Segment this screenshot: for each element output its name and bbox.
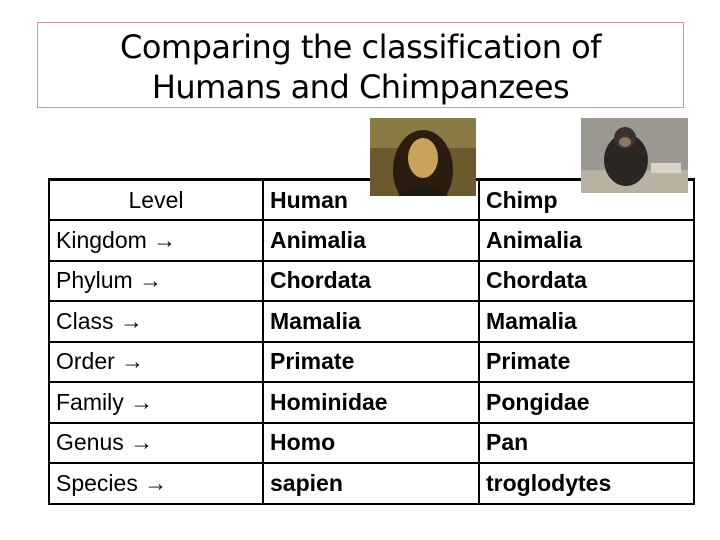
log [651, 163, 681, 173]
table-cell: Kingdom → [48, 219, 264, 262]
table-cell: Chordata [262, 259, 480, 302]
table-row: Kingdom → Animalia Animalia [48, 219, 695, 262]
title-line: Humans and Chimpanzees [151, 68, 570, 106]
human-picture [370, 118, 476, 196]
table-cell: Class → [48, 300, 264, 343]
table-cell: Phylum → [48, 259, 264, 302]
chimp-picture [581, 118, 688, 193]
table-cell: Animalia [478, 219, 695, 262]
table-row: Order → Primate Primate [48, 340, 695, 383]
table-cell: Family → [48, 381, 264, 424]
table-row: Genus → Homo Pan [48, 421, 695, 464]
table-row: Family → Hominidae Pongidae [48, 381, 695, 424]
table-cell: troglodytes [478, 462, 695, 505]
table-row: Phylum → Chordata Chordata [48, 259, 695, 302]
table-cell: Order → [48, 340, 264, 383]
chimp-body [604, 134, 648, 186]
chimp-face [619, 137, 631, 147]
title-line: Comparing the classification of [119, 28, 602, 66]
table-cell: Hominidae [262, 381, 480, 424]
table-cell: Primate [262, 340, 480, 383]
table-cell: Species → [48, 462, 264, 505]
classification-table: Level Human Chimp Kingdom → Animalia Animalia… [48, 178, 695, 505]
table-cell: Level [48, 178, 264, 221]
table-cell: Pan [478, 421, 695, 464]
table-cell: Animalia [262, 219, 480, 262]
face [408, 138, 438, 178]
table-cell: Pongidae [478, 381, 695, 424]
table-cell: Primate [478, 340, 695, 383]
table-cell: Homo [262, 421, 480, 464]
dress [398, 186, 448, 196]
table-cell: Mamalia [262, 300, 480, 343]
table-cell: sapien [262, 462, 480, 505]
table-cell: Mamalia [478, 300, 695, 343]
table-cell: Chordata [478, 259, 695, 302]
table-row: Class → Mamalia Mamalia [48, 300, 695, 343]
title-box: Comparing the classification of Humans a… [37, 22, 684, 108]
table-row: Species → sapien troglodytes [48, 462, 695, 505]
table-cell: Genus → [48, 421, 264, 464]
